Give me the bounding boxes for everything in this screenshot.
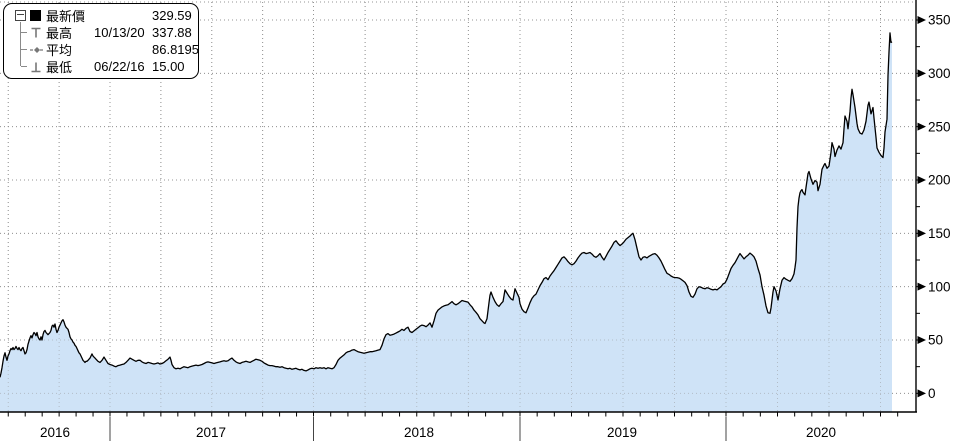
average-marker-icon — [30, 44, 46, 56]
legend-box: 最新價 329.59 最高 10/13/20 337.88 平均 — [3, 3, 199, 79]
legend-value: 329.59 — [152, 8, 192, 23]
y-label-arrow-icon — [917, 229, 926, 238]
y-label-arrow-icon — [917, 69, 926, 78]
legend-label: 最低 — [46, 60, 73, 75]
price-line — [0, 32, 893, 378]
year-label-2019: 2019 — [607, 425, 637, 440]
y-label-arrow-icon — [917, 282, 926, 291]
high-marker-icon — [30, 27, 46, 39]
collapse-icon[interactable] — [15, 10, 26, 21]
y-tick-label: 200 — [928, 173, 951, 188]
x-axis-ticks — [7, 412, 899, 417]
y-tick-label: 350 — [928, 13, 951, 28]
year-label-2018: 2018 — [404, 425, 434, 440]
year-label-2020: 2020 — [806, 425, 836, 440]
tree-branch — [21, 49, 27, 50]
tree-branch — [21, 32, 27, 33]
legend-row-high: 最高 10/13/20 337.88 — [10, 24, 192, 41]
legend-label: 最新價 — [46, 9, 86, 24]
y-label-arrow-icon — [917, 122, 926, 131]
year-separators — [109, 417, 727, 441]
y-label-arrow-icon — [917, 335, 926, 344]
y-tick-label: 0 — [928, 386, 936, 401]
low-marker-icon — [30, 61, 46, 73]
y-tick-label: 150 — [928, 226, 951, 241]
legend-date: 10/13/20 — [94, 25, 145, 40]
legend-row-latest: 最新價 329.59 — [10, 7, 192, 24]
tree-branch — [21, 66, 27, 67]
y-label-arrow-icon — [917, 175, 926, 184]
year-label-2017: 2017 — [196, 425, 226, 440]
x-axis-year-labels: 2016 2017 2018 2019 2020 — [40, 425, 836, 440]
price-area-fill — [0, 32, 892, 413]
legend-value: 86.8195 — [152, 42, 199, 57]
y-label-arrow-icon — [917, 16, 926, 24]
y-axis-labels: 0 50 100 150 200 250 300 350 — [917, 13, 951, 401]
legend-row-average: 平均 86.8195 — [10, 41, 199, 58]
legend-tree-line — [20, 22, 21, 66]
legend-date: 06/22/16 — [94, 59, 145, 74]
legend-label: 最高 — [46, 26, 73, 41]
legend-row-low: 最低 06/22/16 15.00 — [10, 58, 192, 75]
legend-label: 平均 — [46, 43, 73, 58]
y-tick-label: 300 — [928, 66, 951, 81]
y-label-arrow-icon — [917, 389, 926, 398]
axes — [0, 0, 917, 413]
latest-price-square-icon — [30, 10, 41, 21]
y-tick-label: 100 — [928, 279, 951, 294]
year-label-2016: 2016 — [40, 425, 70, 440]
y-tick-label: 50 — [928, 333, 943, 348]
y-tick-label: 250 — [928, 119, 951, 134]
legend-value: 15.00 — [152, 59, 185, 74]
legend-value: 337.88 — [152, 25, 192, 40]
